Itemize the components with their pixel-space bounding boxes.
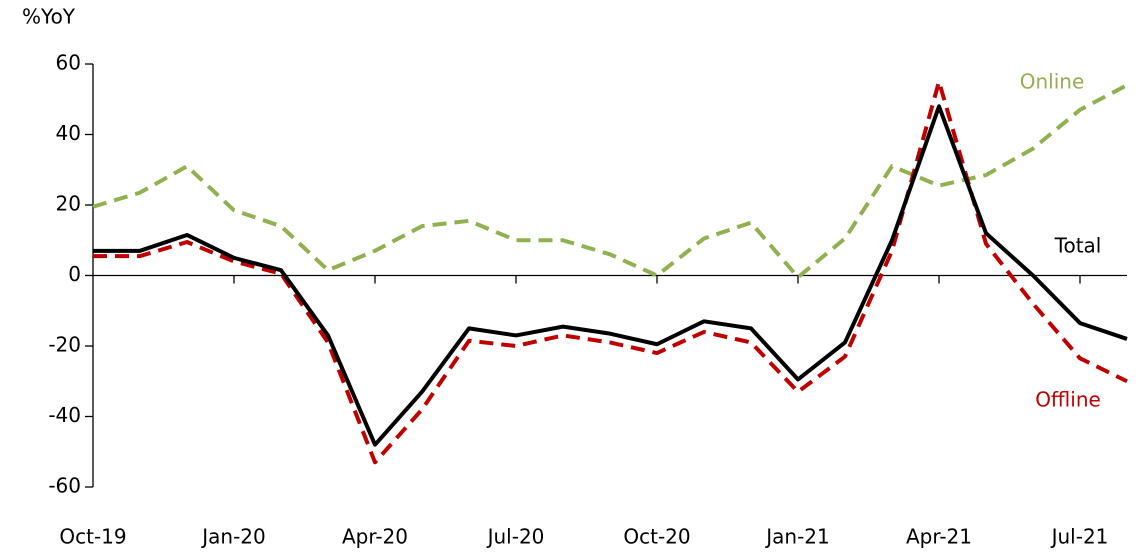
y-tick-label: -20 (48, 333, 81, 357)
y-tick-label: 40 (56, 121, 81, 145)
series-line (93, 79, 1128, 465)
x-tick-label: Apr-21 (906, 525, 972, 549)
x-tick-label: Jul-21 (1050, 525, 1109, 549)
x-tick-label: Oct-20 (623, 525, 690, 549)
y-tick-label: 20 (56, 192, 81, 216)
series-label: Total (1054, 234, 1102, 258)
y-tick-label: 0 (68, 262, 81, 286)
series-line (92, 83, 1128, 280)
y-axis-label: %YoY (22, 5, 76, 29)
series-label: Offline (1035, 388, 1101, 412)
x-tick-label: Apr-20 (342, 525, 408, 549)
y-tick-label: -40 (48, 403, 81, 427)
x-tick-label: Oct-19 (59, 525, 126, 549)
series-line (93, 104, 1128, 447)
y-tick-label: 60 (56, 51, 81, 75)
x-tick-label: Jan-21 (764, 525, 830, 549)
x-tick-label: Jan-20 (200, 525, 266, 549)
x-tick-label: Jul-20 (486, 525, 545, 549)
series-label: Online (1020, 70, 1085, 94)
y-tick-label: -60 (48, 474, 81, 498)
